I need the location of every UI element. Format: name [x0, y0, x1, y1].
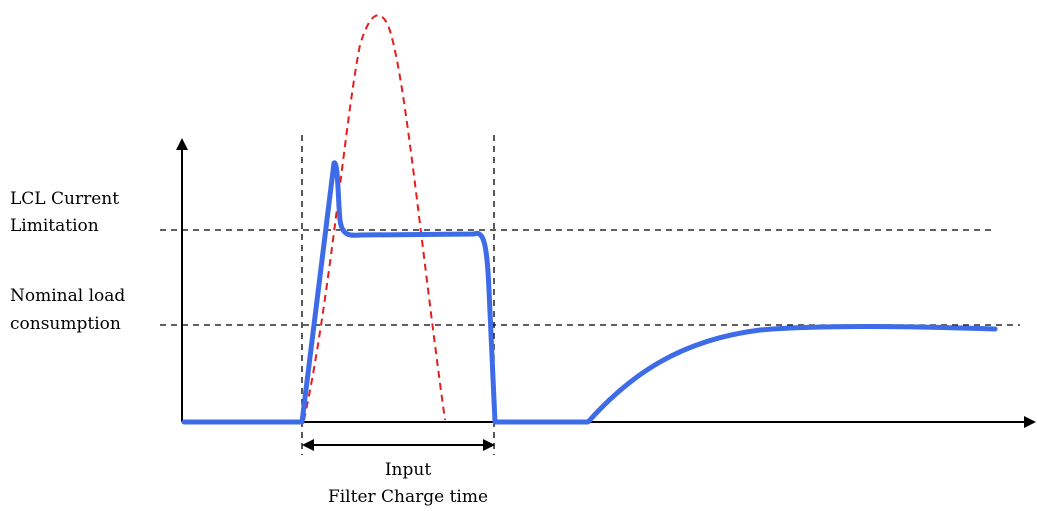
unlimited-inrush-curve — [303, 14, 446, 421]
charge-label-line2: Filter Charge time — [328, 487, 488, 507]
nominal-label-line2: consumption — [10, 314, 121, 334]
limited-current-curve — [181, 160, 998, 425]
charge-label-line1: Input — [385, 460, 431, 480]
lcl-label-line1: LCL Current — [10, 189, 119, 209]
lcl-label-line2: Limitation — [10, 216, 99, 236]
nominal-label-line1: Nominal load — [10, 286, 125, 306]
